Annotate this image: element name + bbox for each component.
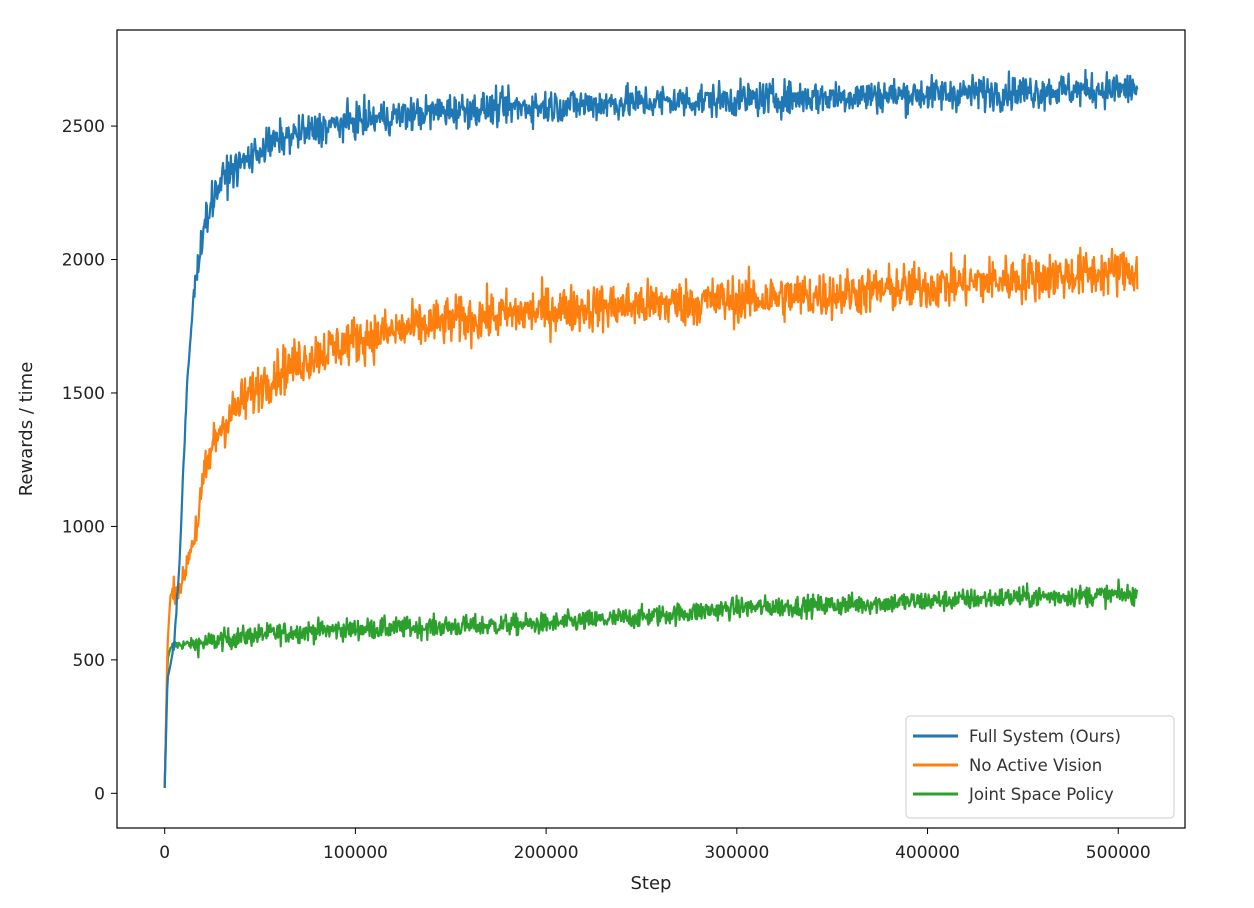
x-axis: 0 100000 200000 300000 400000 500000 xyxy=(159,828,1151,863)
series-line-1 xyxy=(163,246,1139,788)
legend-label-0: Full System (Ours) xyxy=(969,727,1121,746)
x-tick-label: 400000 xyxy=(895,843,960,863)
y-tick-label: 1500 xyxy=(62,384,105,404)
x-tick-label: 0 xyxy=(159,843,170,863)
y-tick-label: 1000 xyxy=(62,517,105,537)
series-line-2 xyxy=(163,578,1139,788)
x-tick-label: 200000 xyxy=(514,843,579,863)
series-line-0 xyxy=(163,68,1139,788)
y-tick-label: 2000 xyxy=(62,251,105,271)
plot-frame xyxy=(116,29,1186,829)
y-axis: 0 500 1000 1500 2000 2500 xyxy=(62,117,117,804)
x-tick-label: 500000 xyxy=(1086,843,1151,863)
x-tick-label: 100000 xyxy=(323,843,388,863)
x-axis-label: Step xyxy=(631,873,672,894)
legend-label-2: Joint Space Policy xyxy=(968,785,1114,804)
plot-background xyxy=(117,30,1185,828)
legend: Full System (Ours) No Active Vision Joint … xyxy=(905,715,1175,819)
y-tick-label: 2500 xyxy=(62,117,105,137)
x-tick-label: 300000 xyxy=(704,843,769,863)
y-tick-label: 0 xyxy=(94,784,105,804)
y-axis-label: Rewards / time xyxy=(16,362,37,497)
legend-box xyxy=(905,715,1175,819)
legend-label-1: No Active Vision xyxy=(969,756,1102,775)
y-tick-label: 500 xyxy=(73,651,105,671)
series-layer xyxy=(163,68,1139,788)
